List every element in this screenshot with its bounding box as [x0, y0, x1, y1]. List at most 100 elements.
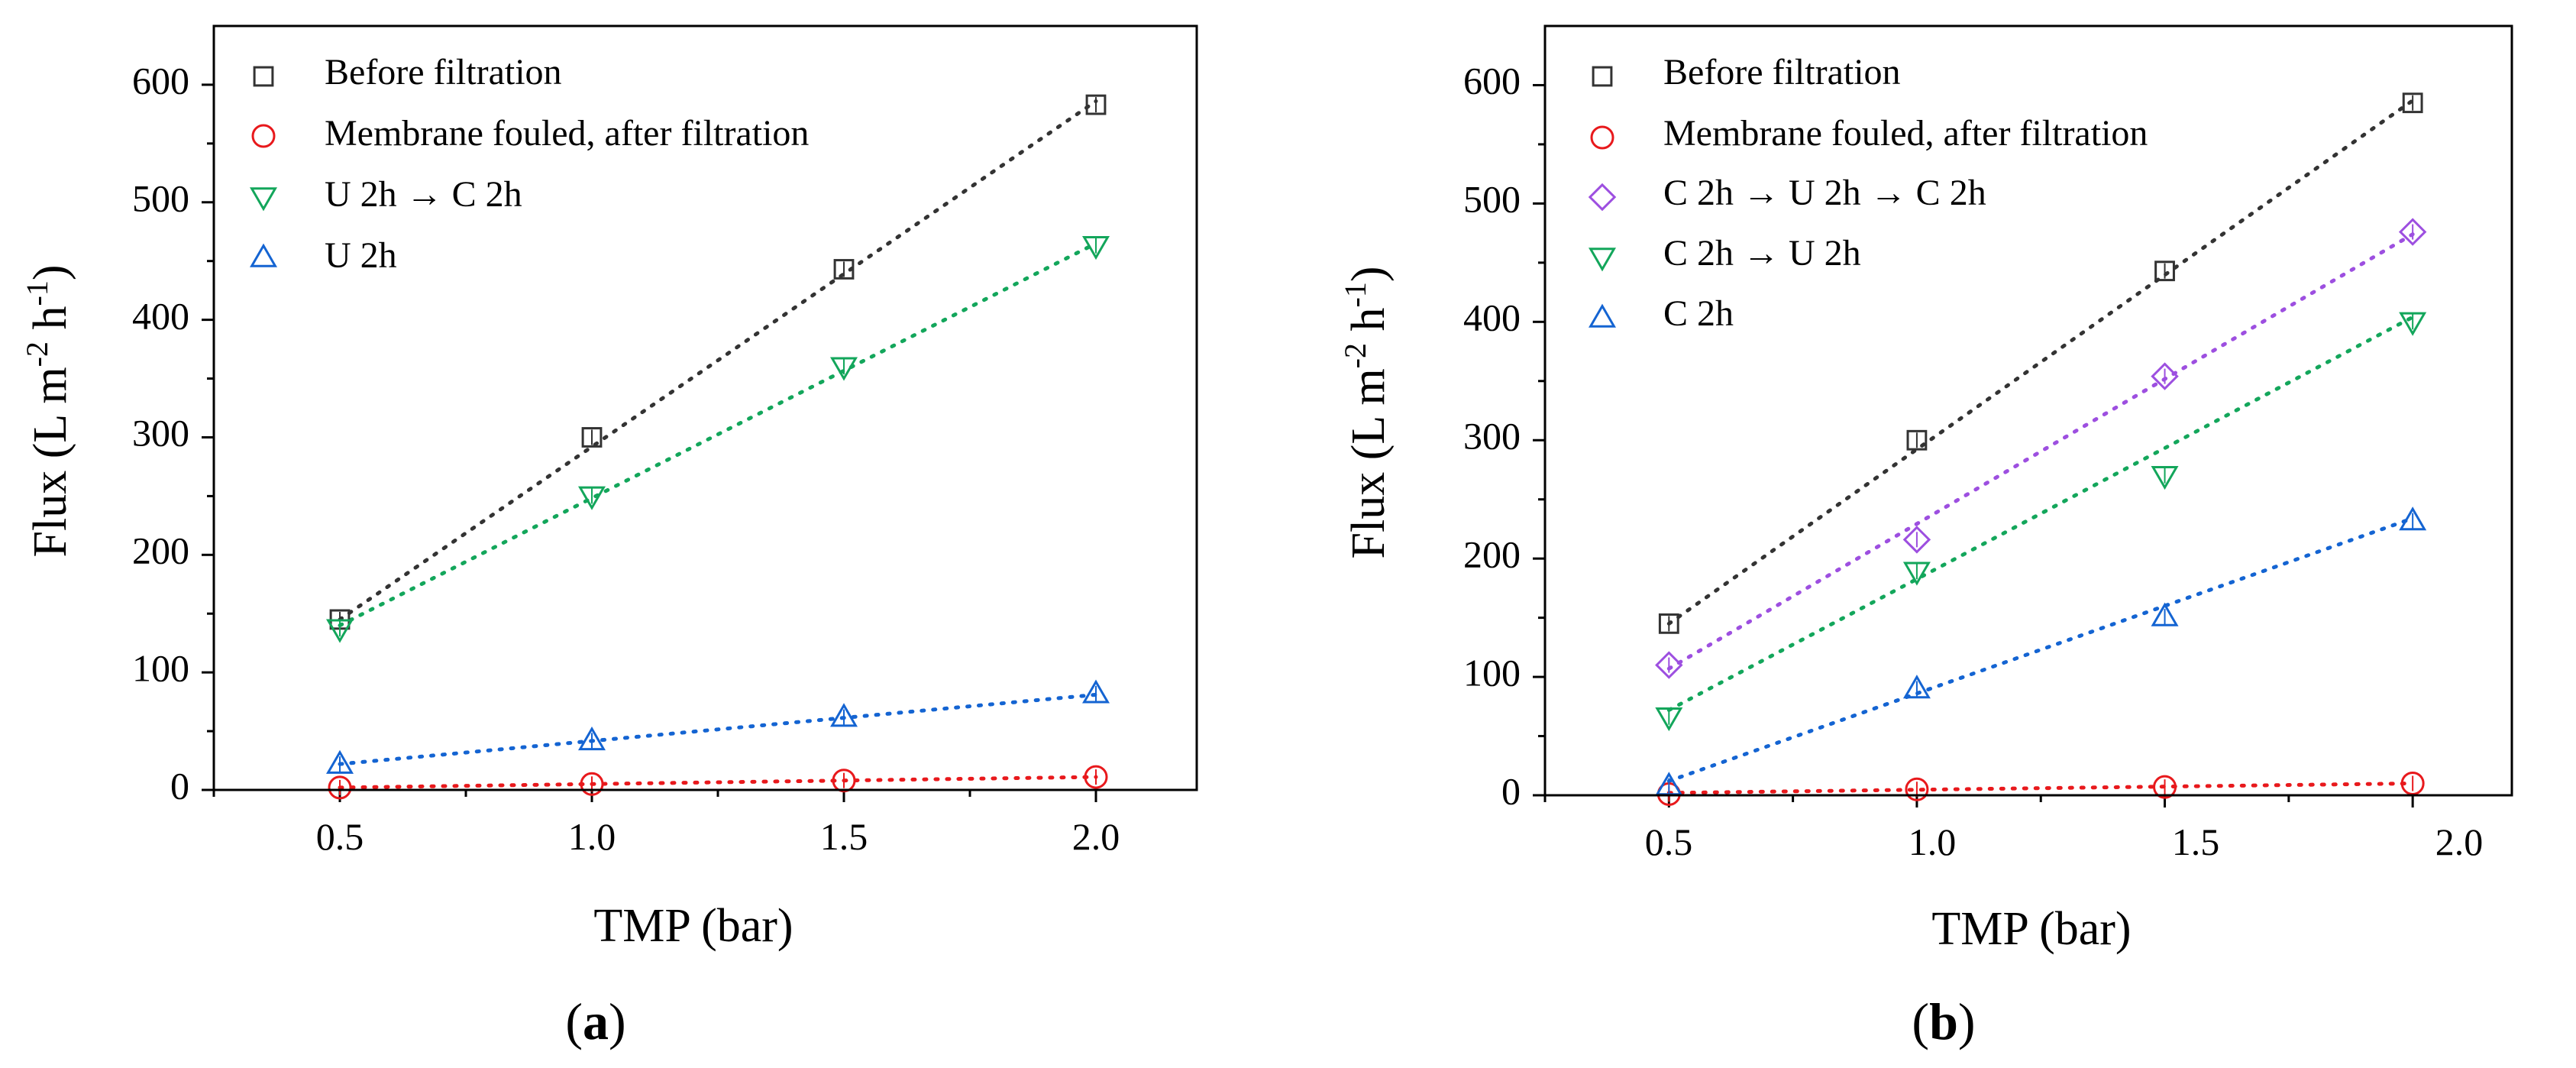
panel-a-legend-markers — [249, 66, 278, 267]
panel-b-label: (b) — [1912, 992, 1975, 1050]
x-tick-label: 0.5 — [316, 815, 364, 858]
trend-line — [338, 99, 1098, 622]
legend-marker — [1588, 248, 1617, 272]
data-point — [829, 357, 858, 381]
legend-marker — [1592, 66, 1613, 87]
data-point — [829, 703, 858, 727]
panel-a-x-tick-labels: 0.5 1.0 1.5 2.0 — [316, 815, 1120, 858]
trend-line — [1666, 99, 2415, 626]
y-tick-label: 0 — [170, 764, 189, 807]
panel-a-plot-frame — [212, 24, 1198, 791]
data-point — [2402, 92, 2423, 114]
trend-line — [338, 692, 1098, 766]
legend-label: U 2h — [325, 235, 397, 276]
panel-b-ticks — [1533, 83, 2414, 807]
panel-b: 0 100 200 300 400 500 600 0.5 1.0 1.5 2.… — [1338, 24, 2513, 1050]
data-point — [581, 427, 603, 448]
data-point — [2151, 602, 2179, 626]
data-point — [2151, 466, 2179, 490]
legend-label: Membrane fouled, after filtration — [325, 113, 809, 154]
data-point — [1658, 613, 1679, 634]
y-tick-label: 100 — [1463, 651, 1521, 694]
trend-line — [338, 775, 1098, 790]
panel-a-y-axis-label: Flux (L m-2 h-1) — [20, 265, 76, 558]
panel-b-legend: Before filtration Membrane fouled, after… — [1588, 52, 2148, 334]
panel-b-x-tick-labels: 0.5 1.0 1.5 2.0 — [1645, 820, 2484, 863]
data-point — [1655, 707, 1683, 732]
x-tick-label: 2.0 — [1072, 815, 1120, 858]
legend-marker — [1588, 183, 1617, 212]
panel-a-label: (a) — [565, 992, 625, 1050]
data-point — [1902, 526, 1931, 554]
trend-line — [338, 241, 1098, 628]
panel-a-legend: Before filtration Membrane fouled, after… — [249, 52, 809, 276]
x-tick-label: 1.0 — [1909, 820, 1957, 863]
data-point — [1905, 777, 1929, 801]
legend-marker — [1590, 125, 1614, 150]
y-tick-label: 500 — [1463, 177, 1521, 220]
x-tick-label: 2.0 — [2435, 820, 2484, 863]
data-point — [1084, 765, 1108, 789]
y-tick-label: 100 — [132, 646, 189, 689]
y-tick-label: 300 — [132, 411, 189, 454]
trend-line — [1666, 232, 2415, 671]
y-tick-label: 600 — [1463, 59, 1521, 102]
data-point — [832, 769, 856, 793]
panel-b-legend-markers — [1588, 66, 1617, 328]
data-point — [2151, 362, 2179, 390]
panel-a-data-points — [325, 94, 1110, 800]
panel-b-x-axis-label: TMP (bar) — [1931, 903, 2131, 955]
data-point — [2154, 261, 2175, 282]
x-tick-label: 1.5 — [820, 815, 868, 858]
panel-a-x-axis-label: TMP (bar) — [593, 900, 793, 952]
legend-marker — [249, 187, 278, 212]
panel-b-y-axis-label: Flux (L m-2 h-1) — [1338, 267, 1395, 559]
data-point — [1902, 562, 1931, 586]
legend-marker — [251, 124, 276, 148]
y-tick-label: 200 — [1463, 532, 1521, 575]
data-point — [1906, 429, 1928, 451]
legend-label: C 2h — [1663, 293, 1734, 334]
y-tick-label: 400 — [132, 294, 189, 337]
data-point — [325, 619, 354, 643]
panel-a-y-tick-labels: 0 100 200 300 400 500 600 — [132, 59, 189, 807]
data-point — [1902, 675, 1931, 699]
legend-label: C 2h → U 2h → C 2h — [1663, 173, 1986, 213]
x-tick-label: 1.0 — [568, 815, 616, 858]
data-point — [2398, 218, 2427, 246]
trend-line — [1666, 315, 2415, 712]
x-tick-label: 1.5 — [2172, 820, 2220, 863]
data-point — [1085, 94, 1107, 115]
data-point — [328, 775, 352, 800]
data-point — [577, 486, 606, 510]
y-tick-label: 200 — [132, 529, 189, 571]
panel-b-plot-frame — [1543, 24, 2513, 797]
legend-label: Membrane fouled, after filtration — [1663, 113, 2148, 154]
y-tick-label: 0 — [1501, 769, 1521, 812]
panel-a: 0 100 200 300 400 500 600 0.5 1.0 1.5 2.… — [20, 24, 1198, 1050]
legend-label: Before filtration — [325, 52, 562, 92]
legend-marker — [1588, 303, 1617, 328]
y-tick-label: 500 — [132, 176, 189, 219]
data-point — [325, 749, 354, 774]
y-tick-label: 600 — [132, 59, 189, 102]
data-point — [577, 726, 606, 751]
data-point — [2399, 506, 2427, 531]
data-point — [2153, 775, 2177, 799]
y-tick-label: 300 — [1463, 414, 1521, 457]
x-tick-label: 0.5 — [1645, 820, 1693, 863]
trend-line — [1666, 782, 2415, 795]
legend-label: C 2h → U 2h — [1663, 233, 1861, 273]
y-tick-label: 400 — [1463, 296, 1521, 338]
data-point — [2399, 312, 2427, 336]
data-point — [1081, 679, 1110, 704]
panel-b-trend-lines — [1666, 99, 2415, 795]
legend-label: Before filtration — [1663, 52, 1901, 92]
data-point — [833, 259, 855, 280]
data-point — [1081, 235, 1110, 261]
panel-b-y-tick-labels: 0 100 200 300 400 500 600 — [1463, 59, 1521, 812]
data-point — [1655, 651, 1683, 679]
legend-label: U 2h → C 2h — [325, 174, 522, 215]
legend-marker — [253, 66, 274, 87]
